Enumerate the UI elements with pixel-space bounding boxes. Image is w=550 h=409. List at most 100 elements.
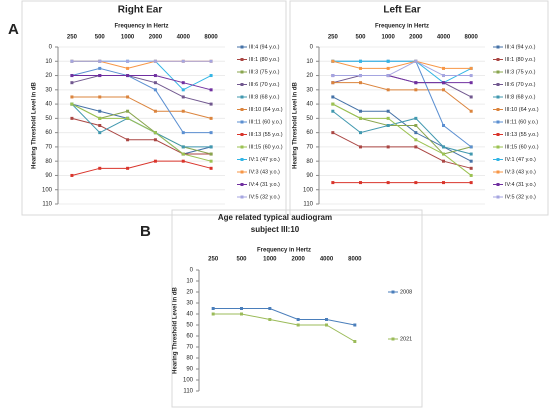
data-point xyxy=(98,131,102,135)
data-point xyxy=(209,59,213,63)
y-tick-label: 10 xyxy=(306,59,313,65)
data-point xyxy=(98,116,102,120)
data-point xyxy=(325,323,328,327)
data-point xyxy=(359,81,362,85)
data-point xyxy=(442,181,445,185)
legend-marker xyxy=(240,133,244,136)
y-tick-label: 100 xyxy=(183,378,194,384)
y-tick-label: 70 xyxy=(186,345,193,351)
y-tick-label: 70 xyxy=(306,144,313,150)
legend-label: IV:4 (31 y.o.) xyxy=(249,182,280,188)
series-line xyxy=(71,96,212,119)
data-point xyxy=(442,66,445,70)
data-point xyxy=(359,74,362,78)
x-tick-label: 250 xyxy=(208,257,219,263)
y-tick-label: 20 xyxy=(45,73,52,79)
series-line xyxy=(71,67,212,134)
data-point xyxy=(386,181,390,185)
data-point xyxy=(469,159,473,163)
data-point xyxy=(353,323,357,327)
y-tick-label: 100 xyxy=(303,187,314,193)
data-point xyxy=(70,74,74,78)
legend-marker xyxy=(496,70,500,74)
data-point xyxy=(209,159,213,163)
y-tick-label: 0 xyxy=(310,45,314,51)
data-point xyxy=(98,95,102,99)
data-point xyxy=(353,340,357,343)
data-point xyxy=(70,102,74,106)
data-point xyxy=(414,145,418,149)
x-axis-title: Frequency in Hertz xyxy=(257,248,311,254)
series-line xyxy=(71,75,212,105)
data-point xyxy=(414,59,418,63)
data-point xyxy=(268,318,272,321)
y-tick-label: 30 xyxy=(186,301,193,307)
data-point xyxy=(469,152,473,156)
x-tick-label: 4000 xyxy=(177,35,191,41)
data-point xyxy=(126,74,130,78)
legend-label: III:1 (80 y.o.) xyxy=(249,57,280,63)
y-axis-title: Hearing Threshold Level in dB xyxy=(293,81,299,168)
legend-label: III:4 (94 y.o.) xyxy=(249,44,280,50)
legend-marker xyxy=(240,195,244,199)
data-point xyxy=(331,59,335,63)
x-tick-label: 250 xyxy=(67,35,78,41)
y-tick-label: 80 xyxy=(45,159,52,165)
data-point xyxy=(126,95,130,99)
data-point xyxy=(469,66,473,70)
legend-label: 2008 xyxy=(400,289,412,295)
legend-marker xyxy=(496,170,500,174)
x-tick-label: 1000 xyxy=(121,35,135,41)
data-point xyxy=(414,181,418,185)
series-line xyxy=(71,117,212,155)
data-point xyxy=(98,124,102,127)
data-point xyxy=(469,81,473,85)
data-point xyxy=(126,66,130,70)
legend-marker xyxy=(391,290,395,294)
series-line xyxy=(332,60,472,84)
data-point xyxy=(209,102,213,106)
legend-label: IV:1 (47 y.o.) xyxy=(505,157,536,163)
y-tick-label: 50 xyxy=(45,116,52,122)
y-tick-label: 30 xyxy=(45,87,52,93)
y-tick-label: 100 xyxy=(42,187,53,193)
series-line xyxy=(71,103,212,162)
x-axis-title: Frequency in Hertz xyxy=(375,24,429,30)
data-point xyxy=(325,318,328,321)
data-point xyxy=(126,109,130,113)
data-point xyxy=(386,74,390,78)
data-point xyxy=(240,307,243,310)
x-tick-label: 8000 xyxy=(204,35,218,41)
panel-frame xyxy=(21,0,287,216)
legend-label: 2021 xyxy=(400,336,412,342)
data-point xyxy=(469,181,473,185)
legend-label: III:8 (68 y.o.) xyxy=(505,94,536,100)
panel-frame xyxy=(289,0,549,216)
data-point xyxy=(181,81,185,85)
legend-marker xyxy=(240,95,244,99)
data-point xyxy=(386,88,390,92)
y-tick-label: 20 xyxy=(306,73,313,79)
legend-label: IV:3 (43 y.o.) xyxy=(249,169,280,175)
data-point xyxy=(442,159,445,163)
data-point xyxy=(240,312,243,316)
data-point xyxy=(414,131,418,135)
y-tick-label: 0 xyxy=(49,45,53,51)
legend-marker xyxy=(240,70,244,74)
data-point xyxy=(70,116,74,120)
data-point xyxy=(331,81,335,85)
data-point xyxy=(181,152,185,156)
x-tick-label: 500 xyxy=(236,257,247,263)
y-tick-label: 90 xyxy=(45,173,52,179)
x-tick-label: 8000 xyxy=(464,35,478,41)
legend-marker xyxy=(391,337,395,341)
data-point xyxy=(98,74,102,78)
data-point xyxy=(98,59,102,63)
x-tick-label: 4000 xyxy=(437,35,451,41)
data-point xyxy=(209,88,213,92)
series-line xyxy=(71,60,212,69)
series-line xyxy=(213,313,356,342)
data-point xyxy=(331,95,335,99)
data-point xyxy=(126,116,130,120)
y-tick-label: 30 xyxy=(306,87,313,93)
